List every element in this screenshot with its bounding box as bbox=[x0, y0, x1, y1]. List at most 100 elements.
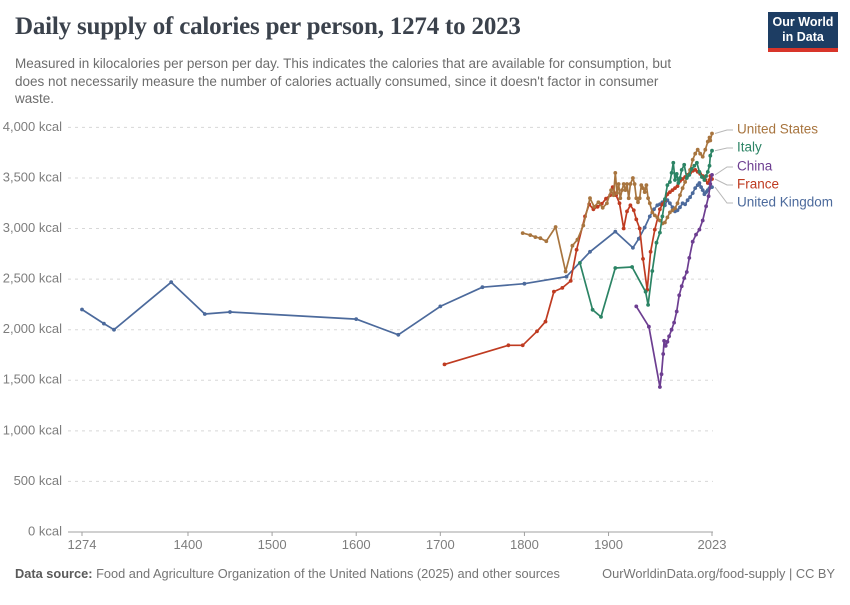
series-point-italy bbox=[646, 303, 650, 307]
series-point-france bbox=[637, 226, 642, 231]
series-point-united-kingdom bbox=[642, 225, 647, 230]
series-point-united-states bbox=[695, 147, 700, 152]
series-point-united-kingdom bbox=[564, 274, 569, 279]
series-point-france bbox=[604, 196, 608, 201]
series-point-united-states bbox=[693, 151, 698, 156]
legend-label-france[interactable]: France bbox=[737, 177, 779, 192]
series-point-united-states bbox=[609, 188, 613, 193]
series-point-france bbox=[652, 227, 657, 232]
series-point-china bbox=[708, 182, 713, 186]
series-point-italy bbox=[700, 175, 704, 179]
series-point-united-kingdom bbox=[169, 280, 174, 285]
series-point-united-states bbox=[596, 200, 601, 205]
series-point-united-states bbox=[563, 269, 568, 274]
series-point-united-states bbox=[663, 220, 667, 225]
series-point-france bbox=[560, 286, 565, 290]
series-point-china bbox=[674, 309, 679, 314]
series-point-united-states bbox=[623, 188, 628, 193]
series-point-united-kingdom bbox=[396, 332, 401, 337]
series-point-china bbox=[647, 324, 651, 329]
series-point-italy bbox=[578, 261, 582, 265]
series-point-united-states bbox=[553, 225, 558, 229]
legend-connector-united-kingdom bbox=[714, 186, 733, 204]
series-point-united-states bbox=[618, 196, 623, 201]
series-point-united-states bbox=[655, 215, 660, 220]
series-point-italy bbox=[708, 153, 713, 158]
series-point-france bbox=[442, 362, 447, 367]
series-point-italy bbox=[673, 178, 677, 182]
legend-label-china[interactable]: China bbox=[737, 159, 773, 174]
legend-label-united-kingdom[interactable]: United Kingdom bbox=[737, 195, 833, 210]
series-point-united-kingdom bbox=[228, 310, 232, 314]
series-point-france bbox=[628, 203, 633, 208]
owid-url-license[interactable]: OurWorldinData.org/food-supply | CC BY bbox=[602, 566, 835, 581]
series-point-united-kingdom bbox=[480, 285, 485, 290]
series-point-united-states bbox=[600, 205, 605, 210]
y-axis-tick-label: 2,000 kcal bbox=[3, 321, 62, 336]
series-point-united-kingdom bbox=[112, 327, 116, 332]
series-point-china bbox=[687, 256, 692, 260]
data-source-text: Food and Agriculture Organization of the… bbox=[92, 566, 560, 581]
series-point-china bbox=[706, 194, 711, 199]
series-point-italy bbox=[668, 180, 672, 184]
series-point-united-kingdom bbox=[202, 312, 207, 316]
series-point-united-states bbox=[615, 191, 619, 196]
series-point-italy bbox=[678, 176, 682, 180]
series-point-italy bbox=[613, 266, 618, 270]
series-point-italy bbox=[695, 160, 699, 165]
series-point-france bbox=[631, 208, 636, 213]
series-point-italy bbox=[590, 307, 595, 312]
y-axis-tick-label: 4,000 kcal bbox=[3, 119, 62, 134]
legend-label-united-states[interactable]: United States bbox=[737, 122, 818, 137]
series-point-united-states bbox=[620, 188, 624, 193]
legend-label-italy[interactable]: Italy bbox=[737, 140, 762, 155]
series-point-italy bbox=[679, 168, 684, 172]
series-point-united-states bbox=[621, 182, 626, 186]
series-point-united-states bbox=[520, 231, 525, 236]
series-point-italy bbox=[671, 160, 676, 165]
series-point-italy bbox=[676, 181, 681, 185]
series-point-france bbox=[552, 289, 556, 294]
series-point-italy bbox=[689, 167, 694, 171]
series-point-united-kingdom bbox=[438, 304, 443, 309]
x-axis-tick-label: 1500 bbox=[258, 537, 287, 552]
series-point-china bbox=[672, 320, 676, 325]
series-point-united-states bbox=[626, 196, 631, 201]
series-point-france bbox=[668, 190, 672, 195]
series-point-united-states bbox=[605, 201, 609, 206]
series-point-italy bbox=[660, 214, 665, 219]
chart-subtitle: Measured in kilocalories per person per … bbox=[15, 55, 735, 108]
x-axis-tick-label: 2023 bbox=[698, 537, 727, 552]
series-line-united-kingdom[interactable] bbox=[81, 182, 713, 336]
x-axis-tick-label: 1274 bbox=[68, 537, 97, 552]
series-point-united-states bbox=[707, 135, 712, 140]
series-point-france bbox=[520, 343, 525, 348]
series-point-italy bbox=[663, 197, 667, 202]
owid-logo-line2: in Data bbox=[782, 30, 824, 44]
data-source-note: Data source: Food and Agriculture Organi… bbox=[15, 566, 560, 581]
series-point-italy bbox=[658, 230, 662, 235]
series-point-italy bbox=[710, 148, 714, 153]
series-point-france bbox=[543, 319, 548, 324]
series-point-united-states bbox=[592, 204, 597, 209]
series-point-united-states bbox=[698, 151, 703, 156]
series-point-united-kingdom bbox=[710, 185, 714, 190]
series-point-united-kingdom bbox=[613, 229, 618, 234]
series-line-united-states[interactable] bbox=[522, 133, 713, 273]
series-point-united-kingdom bbox=[102, 321, 106, 326]
series-point-united-kingdom bbox=[678, 205, 682, 210]
series-point-china bbox=[700, 218, 705, 223]
series-line-france[interactable] bbox=[444, 169, 713, 366]
legend-connector-france bbox=[714, 178, 733, 186]
y-axis-tick-label: 0 kcal bbox=[28, 523, 62, 538]
series-point-china bbox=[690, 239, 695, 244]
series-point-italy bbox=[599, 315, 603, 319]
y-axis-tick-label: 1,500 kcal bbox=[3, 372, 62, 387]
chart-footer: Data source: Food and Agriculture Organi… bbox=[15, 566, 835, 581]
series-point-france bbox=[506, 343, 511, 348]
series-point-united-kingdom bbox=[668, 201, 672, 206]
series-point-united-states bbox=[641, 186, 645, 191]
x-axis-tick-label: 1600 bbox=[342, 537, 371, 552]
series-point-france bbox=[621, 226, 626, 231]
series-point-united-states bbox=[613, 171, 618, 175]
